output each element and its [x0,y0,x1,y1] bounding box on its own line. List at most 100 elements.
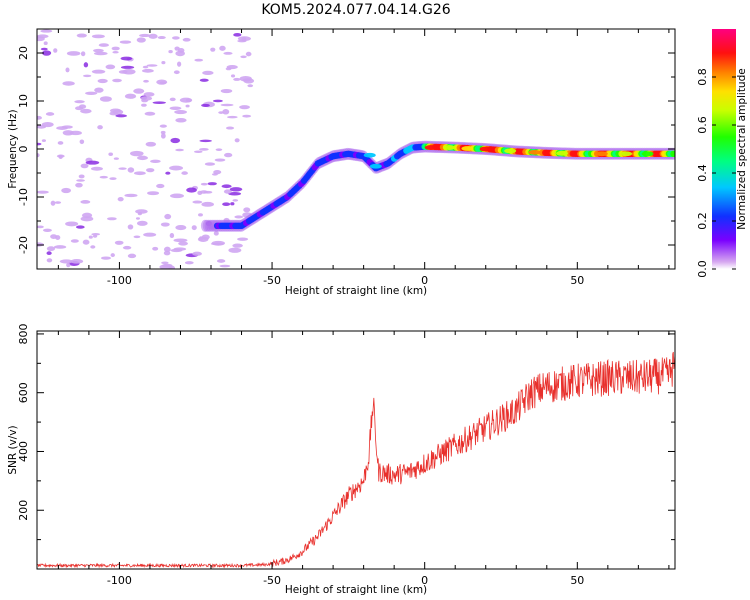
noise-blob [229,187,243,192]
noise-blob [100,256,111,260]
noise-blob [192,200,203,204]
noise-blob [122,245,132,250]
spectrogram-x-ticks: -100 -50 0 50 [57,29,670,287]
noise-blob [228,247,242,253]
noise-blob [113,157,119,160]
noise-blob [204,162,216,166]
colorbar: 0.0 0.2 0.4 0.6 0.8 Normalized spectral ampl… [696,29,748,278]
noise-blob [120,56,133,61]
noise-blob [178,241,188,246]
noise-blob [127,167,135,173]
spectrogram-y-tick-label: 0 [17,146,30,153]
noise-blob [37,225,44,229]
noise-blob [145,141,157,147]
noise-blob [135,217,140,220]
noise-blob [160,222,170,227]
colorbar-tick-label: 0.8 [696,68,709,86]
noise-blob [93,51,108,56]
noise-blob [143,92,155,97]
ridge-hotspot [443,145,456,150]
ridge-hotspot [641,151,654,157]
noise-blob [157,36,166,40]
noise-blob [136,220,148,226]
noise-blob [122,69,136,75]
noise-blob [75,106,84,111]
noise-blob [184,261,194,265]
noise-blob [210,47,216,52]
noise-blob [65,221,79,227]
colorbar-tick-label: 0.2 [696,212,709,230]
noise-blob [141,103,147,107]
snr-panel: -100 -50 0 50 200 400 600 800 Height of straig… [7,323,676,596]
noise-blob [142,65,149,69]
noise-blob [161,261,169,265]
noise-blob [124,193,138,198]
noise-blob [74,100,85,104]
noise-blob [41,50,52,56]
noise-blob [99,96,112,102]
colorbar-label: Normalized spectral amplitude [736,68,748,229]
noise-blob [173,70,180,75]
noise-blob [37,153,40,158]
noise-blob [160,130,166,135]
noise-blob [168,265,175,269]
noise-blob [97,125,103,130]
noise-blob [105,64,116,70]
noise-blob [112,51,119,54]
ridge-hotspot [620,151,633,157]
noise-blob [70,239,79,243]
noise-blob [129,150,144,157]
noise-blob [174,110,188,115]
noise-blob [230,202,235,206]
spectrogram-x-tick-label: -100 [107,274,132,287]
noise-blob [240,55,247,59]
noise-blob [152,101,166,105]
ridge-hotspot [424,145,437,150]
noise-blob [37,242,44,247]
snr-y-tick-label: 600 [17,382,30,403]
snr-x-tick-label: -100 [107,574,132,587]
noise-blob [234,138,240,143]
noise-blob [75,182,83,188]
colorbar-ticks: 0.0 0.2 0.4 0.6 0.8 [696,68,736,278]
noise-blob [50,200,56,206]
noise-blob [58,154,63,160]
noise-blob [127,224,134,230]
noise-blob [37,142,42,146]
noise-blob [237,39,247,43]
noise-blob [127,253,137,259]
noise-blob [141,68,154,73]
noise-blob [109,177,117,181]
noise-blob [220,88,233,94]
figure-title: KOM5.2024.077.04.14.G26 [261,2,450,18]
noise-blob [46,246,56,252]
snr-frame [36,330,676,570]
ridge-hotspot [363,152,376,158]
spectrogram-heatmap [37,29,675,269]
noise-blob [78,174,85,179]
noise-blob [143,79,149,83]
noise-blob [120,65,135,69]
noise-blob [193,150,203,154]
noise-blob [80,163,89,169]
noise-blob [198,236,204,241]
snr-x-tick-label: -50 [263,574,281,587]
noise-blob [242,78,251,82]
spectrogram-blobs [37,29,675,269]
noise-blob [83,74,92,78]
noise-blob [61,125,73,129]
noise-blob [200,182,208,186]
noise-blob [201,201,214,207]
noise-blob [192,251,202,256]
noise-blob [81,212,93,219]
colorbar-tick-label: 0.4 [696,164,709,182]
noise-blob [143,232,157,237]
noise-blob [88,235,93,239]
noise-blob [234,215,244,219]
noise-blob [82,239,90,245]
noise-blob [80,200,91,204]
noise-blob [37,115,42,120]
noise-blob [133,88,145,94]
noise-blob [168,50,173,54]
